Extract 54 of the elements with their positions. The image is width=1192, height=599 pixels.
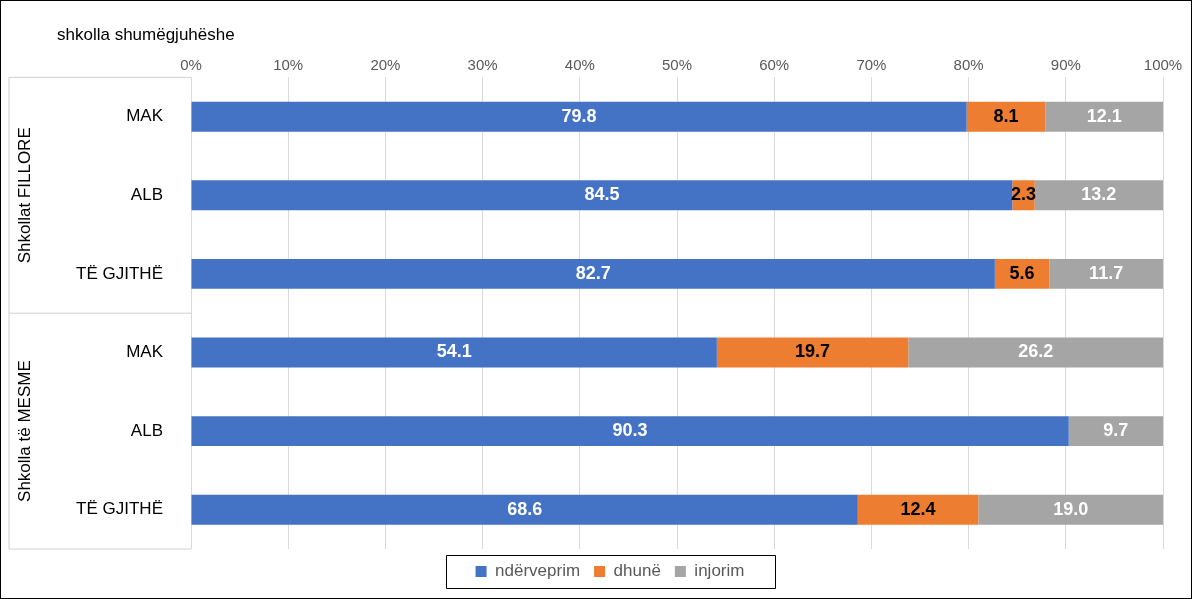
y-tick-label: TË GJITHË: [76, 263, 163, 283]
data-label: 90.3: [612, 420, 648, 441]
bar: [966, 101, 1046, 132]
data-label: 12.4: [900, 498, 936, 519]
bar: [191, 337, 717, 368]
data-label: 19.0: [1053, 498, 1089, 519]
data-label: 5.6: [1009, 262, 1035, 283]
data-label: 26.2: [1018, 341, 1054, 362]
y-tick-label: MAK: [126, 106, 164, 126]
bar: [1045, 101, 1163, 132]
x-tick-label: 100%: [1143, 55, 1183, 73]
bar: [857, 494, 979, 525]
x-tick-label: 50%: [661, 55, 693, 73]
data-label: 9.7: [1103, 420, 1129, 441]
bar: [1068, 416, 1163, 447]
legend-label: injorim: [694, 561, 745, 581]
y-tick-label: ALB: [130, 184, 163, 204]
x-tick-label: 30%: [467, 55, 498, 73]
bar: [191, 416, 1069, 447]
legend-label: dhunë: [613, 561, 661, 581]
y-tick-label: MAK: [126, 342, 164, 362]
y-tick-label: TË GJITHË: [76, 499, 163, 519]
bar: [908, 337, 1163, 368]
data-label: 68.6: [507, 498, 543, 519]
bar: [191, 101, 967, 132]
y-tick-label: ALB: [130, 420, 163, 440]
x-tick-label: 90%: [1050, 55, 1081, 73]
data-label: 54.1: [436, 341, 472, 362]
data-label: 12.1: [1086, 105, 1122, 126]
text: Shkollat FILLORE: [14, 127, 34, 264]
bar: [191, 494, 858, 525]
bar: [1049, 258, 1163, 289]
x-tick-label: 80%: [953, 55, 984, 73]
data-label: 13.2: [1081, 184, 1117, 205]
chart-title: shkolla shumëgjuhëshe: [57, 24, 235, 44]
data-label: 11.7: [1089, 262, 1124, 283]
data-label: 19.7: [795, 341, 831, 362]
x-tick-label: 70%: [856, 55, 887, 73]
x-tick-label: 10%: [273, 55, 304, 73]
text: Shkolla të MESME: [14, 360, 34, 502]
bar: [978, 494, 1163, 525]
x-tick-label: 20%: [370, 55, 401, 73]
data-label: 84.5: [584, 184, 620, 205]
data-label: 8.1: [993, 105, 1019, 126]
bar: [191, 180, 1013, 211]
data-label: 79.8: [561, 105, 597, 126]
data-label: 82.7: [575, 262, 611, 283]
bar: [716, 337, 909, 368]
x-tick-label: 0%: [180, 55, 202, 73]
bar: [191, 258, 995, 289]
legend-label: ndërveprim: [495, 561, 581, 581]
x-tick-label: 40%: [564, 55, 595, 73]
x-tick-label: 60%: [759, 55, 790, 73]
bar: [1034, 180, 1163, 211]
